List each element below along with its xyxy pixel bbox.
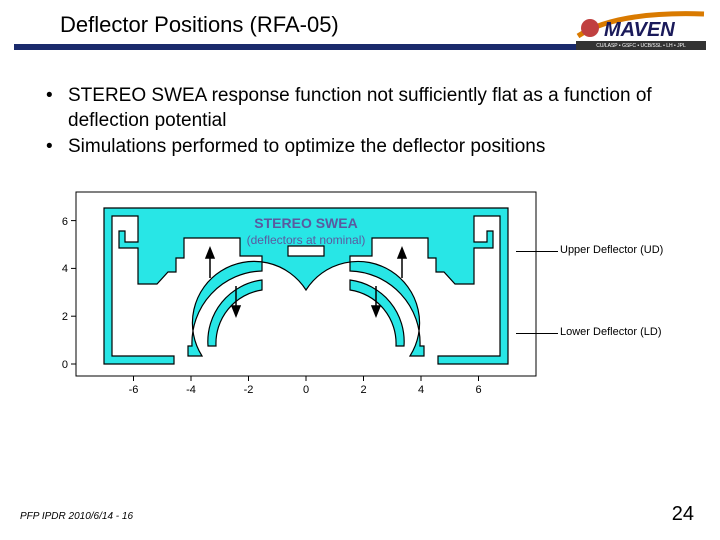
svg-text:4: 4 xyxy=(418,384,424,396)
slide-header: Deflector Positions (RFA-05) MAVEN CU/LA… xyxy=(0,0,720,38)
bullet-item: Simulations performed to optimize the de… xyxy=(40,135,680,160)
svg-text:-2: -2 xyxy=(244,384,254,396)
figure-subtitle: (deflectors at nominal) xyxy=(247,233,366,247)
lower-deflector-label: Lower Deflector (LD) xyxy=(560,326,661,338)
x-axis-ticks: -6 -4 -2 0 2 4 6 xyxy=(129,376,482,396)
svg-text:-6: -6 xyxy=(129,384,139,396)
footer-left: PFP IPDR 2010/6/14 - 16 xyxy=(20,511,133,522)
deflector-diagram: STEREO SWEA (deflectors at nominal) -6 -… xyxy=(40,186,545,404)
figure: STEREO SWEA (deflectors at nominal) -6 -… xyxy=(40,186,680,416)
y-axis-ticks: 0 2 4 6 xyxy=(62,216,76,371)
svg-text:6: 6 xyxy=(475,384,481,396)
logo-globe-icon xyxy=(581,19,599,37)
svg-text:2: 2 xyxy=(62,311,68,323)
page-number: 24 xyxy=(672,503,694,526)
svg-text:0: 0 xyxy=(303,384,309,396)
bullet-item: STEREO SWEA response function not suffic… xyxy=(40,84,680,133)
maven-logo: MAVEN CU/LASP • GSFC • UCB/SSL • LH • JP… xyxy=(576,6,706,50)
logo-subtitle: CU/LASP • GSFC • UCB/SSL • LH • JPL xyxy=(596,43,686,49)
figure-title: STEREO SWEA xyxy=(254,215,357,231)
svg-text:2: 2 xyxy=(360,384,366,396)
svg-text:-4: -4 xyxy=(186,384,196,396)
bullet-list: STEREO SWEA response function not suffic… xyxy=(0,50,720,172)
upper-deflector-label: Upper Deflector (UD) xyxy=(560,244,663,256)
svg-text:6: 6 xyxy=(62,216,68,228)
svg-text:4: 4 xyxy=(62,263,68,275)
logo-text: MAVEN xyxy=(604,19,675,41)
svg-text:0: 0 xyxy=(62,359,68,371)
